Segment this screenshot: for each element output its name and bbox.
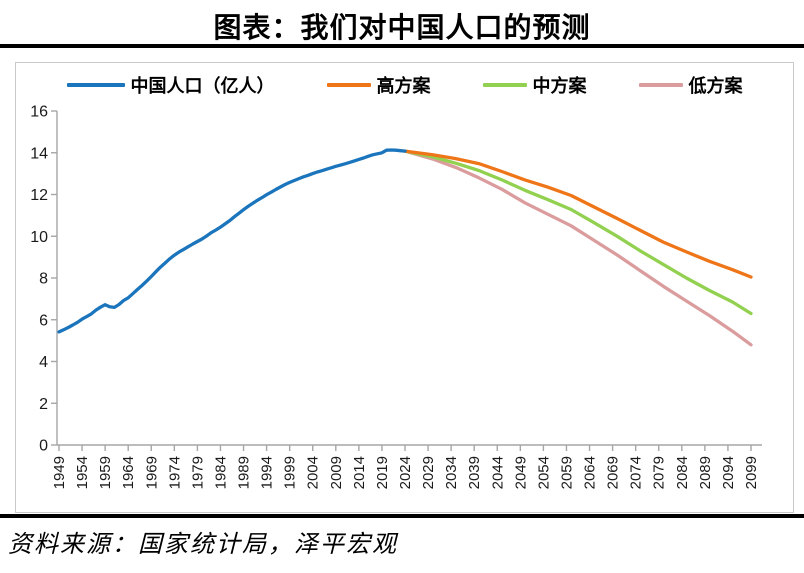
x-tick-label: 1949 xyxy=(51,456,68,489)
y-tick-label: 8 xyxy=(39,271,48,288)
x-tick-label: 1959 xyxy=(97,456,114,489)
series-line-high xyxy=(403,149,753,279)
legend-label-mid-scenario: 中方案 xyxy=(532,76,587,96)
x-tick-label: 1989 xyxy=(236,456,253,489)
legend-line-green-icon xyxy=(482,83,527,87)
series-line-mid xyxy=(403,149,753,316)
y-tick-label: 0 xyxy=(39,438,48,455)
legend-line-blue-icon xyxy=(66,83,125,87)
legend-label-low-scenario: 低方案 xyxy=(688,76,743,96)
x-tick-label: 2004 xyxy=(305,456,322,489)
legend-label-china-population: 中国人口（亿人） xyxy=(130,76,275,96)
x-tick-label: 2059 xyxy=(558,456,575,489)
x-tick-label: 2024 xyxy=(397,456,414,489)
y-tick-label: 4 xyxy=(39,354,48,371)
x-tick-label: 2049 xyxy=(512,456,529,489)
x-tick-label: 2079 xyxy=(651,456,668,489)
legend-line-pink-icon xyxy=(638,83,683,87)
legend-item-low-scenario: 低方案 xyxy=(638,72,743,98)
x-tick-label: 1954 xyxy=(74,456,91,489)
x-tick-label: 2084 xyxy=(674,456,691,489)
x-tick-label: 1974 xyxy=(166,456,183,489)
line-chart-plot: 0 2 4 6 8 10 12 14 16 1949 1954 1959 1964 1969 1974 197… xyxy=(30,104,762,489)
x-tick-label: 2094 xyxy=(720,456,737,489)
footer-divider-rule xyxy=(0,514,804,518)
x-tick-label: 2044 xyxy=(489,456,506,489)
legend-label-high-scenario: 高方案 xyxy=(376,76,431,96)
title-divider-rule xyxy=(0,44,804,48)
x-tick-label: 2034 xyxy=(443,456,460,489)
x-tick-label: 2039 xyxy=(466,456,483,489)
x-tick-label: 1984 xyxy=(212,456,229,489)
x-tick-label: 2029 xyxy=(420,456,437,489)
chart-legend: 中国人口（亿人） 高方案 中方案 低方案 xyxy=(16,72,793,98)
x-tick-label: 2019 xyxy=(374,456,391,489)
x-tick-label: 2064 xyxy=(582,456,599,489)
population-chart: 中国人口（亿人） 高方案 中方案 低方案 0 2 4 6 8 10 12 14 16 1949 19… xyxy=(15,62,794,513)
x-tick-label: 1994 xyxy=(259,456,276,489)
legend-line-orange-icon xyxy=(326,83,371,87)
x-tick-label: 2089 xyxy=(697,456,714,489)
y-tick-label: 12 xyxy=(30,187,48,204)
x-tick-label: 1999 xyxy=(282,456,299,489)
x-tick-label: 2054 xyxy=(535,456,552,489)
source-note: 资料来源：国家统计局，泽平宏观 xyxy=(8,532,398,558)
y-tick-label: 2 xyxy=(39,396,48,413)
series-line-population xyxy=(57,148,407,334)
page-title: 图表：我们对中国人口的预测 xyxy=(213,13,591,44)
x-tick-label: 2099 xyxy=(743,456,760,489)
legend-item-high-scenario: 高方案 xyxy=(326,72,431,98)
y-tick-label: 10 xyxy=(30,229,48,246)
legend-item-china-population: 中国人口（亿人） xyxy=(66,72,275,98)
y-tick-label: 6 xyxy=(39,312,48,329)
y-tick-label: 14 xyxy=(30,145,48,162)
series-line-low xyxy=(403,149,753,347)
x-tick-label: 2014 xyxy=(351,456,368,489)
x-tick-label: 2074 xyxy=(628,456,645,489)
x-tick-label: 2009 xyxy=(328,456,345,489)
x-tick-label: 1979 xyxy=(189,456,206,489)
y-tick-label: 16 xyxy=(30,104,48,121)
x-tick-label: 1964 xyxy=(120,456,137,489)
legend-item-mid-scenario: 中方案 xyxy=(482,72,587,98)
x-tick-label: 1969 xyxy=(143,456,160,489)
x-tick-label: 2069 xyxy=(605,456,622,489)
